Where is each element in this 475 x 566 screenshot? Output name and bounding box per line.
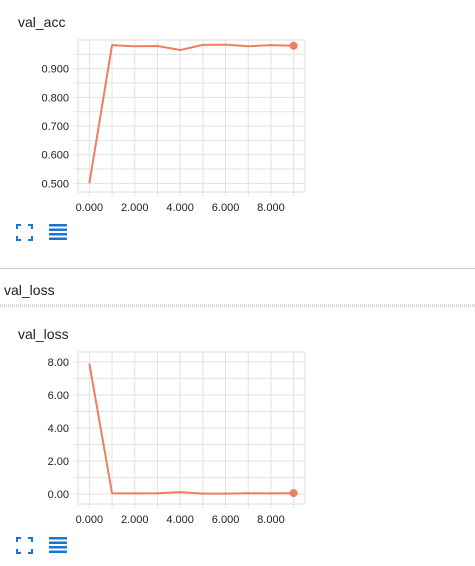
- section-divider-dotted: [0, 304, 475, 307]
- x-tick-label: 2.000: [121, 514, 149, 526]
- grid: [74, 352, 305, 508]
- y-tick-label: 0.800: [41, 92, 69, 104]
- x-tick-label: 8.000: [257, 202, 285, 214]
- y-tick-label: 2.00: [48, 456, 69, 468]
- series-line: [88, 43, 294, 184]
- y-tick-label: 0.600: [41, 150, 69, 162]
- x-tick-label: 6.000: [212, 514, 240, 526]
- series-endpoint: [289, 41, 298, 50]
- x-tick-label: 0.000: [76, 514, 104, 526]
- val-acc-chart: 0.500 0.600 0.700 0.800 0.900 0.000 2.000 4.000…: [41, 39, 306, 214]
- series-line: [88, 363, 294, 495]
- plot-frame: [77, 39, 306, 193]
- y-tick-label: 0.00: [48, 489, 69, 501]
- x-tick-label: 4.000: [166, 202, 194, 214]
- y-tick-label: 0.900: [41, 64, 69, 76]
- y-tick-label: 4.00: [48, 423, 69, 435]
- series-endpoint: [289, 489, 298, 498]
- y-tick-label: 6.00: [48, 390, 69, 402]
- data-table-icon[interactable]: [48, 223, 68, 246]
- fullscreen-icon[interactable]: [16, 537, 33, 559]
- y-tick-label: 0.500: [41, 178, 69, 190]
- fullscreen-icon[interactable]: [16, 224, 33, 246]
- chart-title-val-acc: val_acc: [18, 14, 66, 30]
- section-header-val-loss[interactable]: val_loss: [4, 282, 55, 298]
- x-tick-label: 0.000: [76, 202, 104, 214]
- y-tick-label: 0.700: [41, 121, 69, 133]
- x-tick-label: 6.000: [212, 202, 240, 214]
- plot-frame: [77, 351, 306, 505]
- x-tick-label: 4.000: [166, 514, 194, 526]
- y-tick-label: 8.00: [48, 357, 69, 369]
- chart-title-val-loss: val_loss: [18, 326, 69, 342]
- grid: [74, 40, 305, 196]
- data-table-icon[interactable]: [48, 536, 68, 559]
- x-tick-label: 8.000: [257, 514, 285, 526]
- section-divider: [0, 268, 475, 269]
- val-loss-chart: 0.00 2.00 4.00 6.00 8.00 0.000 2.000 4.000 6.000…: [48, 351, 306, 526]
- x-tick-label: 2.000: [121, 202, 149, 214]
